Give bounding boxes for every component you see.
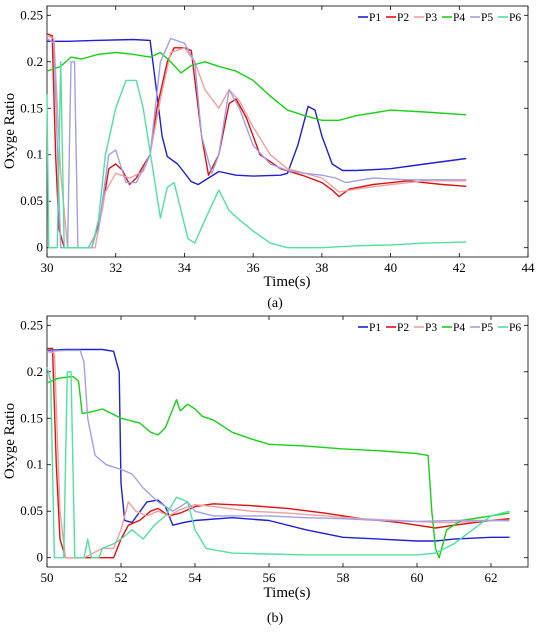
chart-panel-a: 00.050.10.150.20.25 30 32 34 36 38 40 42 44 P1 P… bbox=[2, 5, 536, 311]
y-tick-label: 0.05 bbox=[20, 193, 43, 208]
x-tick-label: 56 bbox=[263, 570, 277, 585]
series-line-p6 bbox=[46, 366, 510, 559]
x-tick-label: 30 bbox=[41, 260, 54, 275]
series-line-p5 bbox=[46, 349, 510, 523]
legend-label-p2: P2 bbox=[397, 12, 409, 24]
y-tick-label: 0.2 bbox=[27, 364, 43, 379]
series-line-p4 bbox=[46, 375, 510, 559]
legend-label-p1: P1 bbox=[369, 322, 381, 334]
x-tick-label: 44 bbox=[522, 260, 536, 275]
caption-b: (b) bbox=[267, 611, 284, 626]
legend-label-p5: P5 bbox=[481, 12, 493, 24]
x-tick-label: 50 bbox=[41, 570, 54, 585]
series-line-p6 bbox=[46, 61, 467, 249]
legend-label-p1: P1 bbox=[369, 12, 381, 24]
legend-label-p6: P6 bbox=[509, 12, 521, 24]
x-axis-ticks-a: 30 32 34 36 38 40 42 44 bbox=[41, 6, 536, 275]
series-line-p1 bbox=[46, 348, 510, 542]
y-axis-label-b: Oxyge Ratio bbox=[2, 403, 18, 479]
x-tick-label: 34 bbox=[178, 260, 192, 275]
plot-area-b bbox=[46, 315, 529, 568]
y-tick-label: 0 bbox=[37, 550, 44, 565]
x-tick-label: 40 bbox=[384, 260, 397, 275]
x-tick-label: 32 bbox=[109, 260, 122, 275]
legend-label-p6: P6 bbox=[509, 322, 521, 334]
x-tick-label: 52 bbox=[115, 570, 128, 585]
x-tick-label: 62 bbox=[485, 570, 498, 585]
legend-label-p5: P5 bbox=[481, 322, 493, 334]
y-tick-label: 0.25 bbox=[20, 7, 43, 22]
legend-label-p2: P2 bbox=[397, 322, 409, 334]
y-axis-ticks-b: 0 0.05 0.1 0.15 0.2 0.25 bbox=[20, 317, 528, 565]
caption-a: (a) bbox=[267, 296, 283, 311]
x-axis-label-a: Time(s) bbox=[264, 274, 311, 290]
series-line-p4 bbox=[46, 51, 467, 121]
x-tick-label: 58 bbox=[337, 570, 350, 585]
y-tick-label: 0.15 bbox=[20, 410, 43, 425]
x-tick-label: 36 bbox=[247, 260, 261, 275]
legend-b: P1 P2 P3 P4 P5 P6 bbox=[358, 322, 521, 334]
x-tick-label: 42 bbox=[453, 260, 466, 275]
y-tick-label: 0.1 bbox=[27, 457, 43, 472]
legend-label-p3: P3 bbox=[425, 322, 437, 334]
x-tick-label: 38 bbox=[315, 260, 328, 275]
chart-panel-b: 00.050.10.150.20.25 50 52 54 56 58 60 62 P1 P2 P… bbox=[2, 315, 529, 626]
y-tick-label: 0.05 bbox=[20, 503, 43, 518]
y-axis-ticks-a: 0 0.05 0.1 0.15 0.2 0.25 bbox=[20, 7, 528, 255]
legend-a: P1 P2 P3 P4 P5 P6 bbox=[358, 12, 521, 24]
y-tick-label: 0.1 bbox=[27, 147, 43, 162]
series-lines-a bbox=[46, 33, 467, 249]
y-tick-label: 0.2 bbox=[27, 54, 43, 69]
series-lines-b bbox=[46, 347, 510, 559]
legend-label-p4: P4 bbox=[453, 12, 465, 24]
x-tick-label: 60 bbox=[411, 570, 424, 585]
x-axis-ticks-b: 50 52 54 56 58 60 62 bbox=[41, 316, 498, 585]
plot-area-a bbox=[46, 5, 529, 258]
y-axis-label-a: Oxyge Ratio bbox=[2, 93, 18, 169]
series-line-p1 bbox=[47, 38, 467, 186]
y-tick-label: 0.25 bbox=[20, 317, 43, 332]
legend-label-p3: P3 bbox=[425, 12, 437, 24]
legend-label-p4: P4 bbox=[453, 322, 465, 334]
x-tick-label: 54 bbox=[189, 570, 203, 585]
y-tick-label: 0 bbox=[37, 240, 44, 255]
series-line-p5 bbox=[46, 37, 467, 249]
x-axis-label-b: Time(s) bbox=[264, 585, 311, 601]
y-tick-label: 0.15 bbox=[20, 100, 43, 115]
